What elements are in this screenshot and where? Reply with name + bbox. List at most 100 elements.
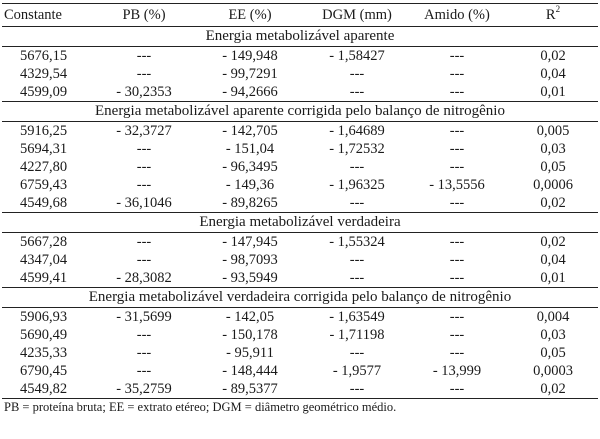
cell-dgm: --- [349,195,365,211]
cell-dgm: --- [349,252,365,268]
cell-r2: 0,03 [540,141,566,157]
cell-amido: --- [449,327,465,343]
regression-table: Constante PB (%) EE (%) DGM (mm) Amido (… [2,3,598,399]
table-row: 6759,43 --- - 149,36 - 1,96325 - 13,5556 0,00… [2,176,598,194]
cell-dgm: --- [349,345,365,361]
cell-pb: - 30,2353 [116,84,172,100]
cell-pb: - 28,3082 [116,270,172,286]
table-row: 5906,93 - 31,5699 - 142,05 - 1,63549 --- 0,00… [2,308,598,327]
cell-ee: - 89,5377 [192,380,308,399]
cell-r2: 0,004 [536,309,570,325]
cell-pb: --- [136,252,152,268]
section-row: Energia metabolizável aparente [2,26,598,47]
cell-r2: 0,01 [540,84,566,100]
cell-amido: - 13,5556 [429,177,485,193]
header-amido: Amido (%) [406,3,508,27]
cell-ee: - 96,3495 [222,159,278,175]
section-row: Energia metabolizável verdadeira [2,212,598,233]
table-row: 5676,15 --- - 149,948 - 1,58427 --- 0,02 [2,47,598,66]
cell-constante: 5694,31 [20,141,68,157]
cell-ee: - 98,7093 [222,252,278,268]
table-row: 4235,33 --- - 95,911 --- --- 0,05 [2,344,598,362]
header-row: Constante PB (%) EE (%) DGM (mm) Amido (… [2,3,598,27]
table-row: 4549,82- 35,2759- 89,5377 --- --- 0,02 [2,380,598,399]
cell-r2: 0,05 [540,345,566,361]
cell-ee: - 95,911 [226,345,274,361]
footnote: PB = proteína bruta; EE = extrato etéreo… [4,400,397,414]
cell-amido: --- [406,380,508,399]
cell-constante: 4235,33 [20,345,68,361]
cell-constante: 5906,93 [20,309,68,325]
cell-amido: --- [449,66,465,82]
table-row: 4549,68 - 36,1046 - 89,8265 --- --- 0,02 [2,194,598,213]
cell-constante: 4549,68 [20,195,68,211]
cell-ee: - 151,04 [225,141,275,157]
table-row: 6790,45 --- - 148,444 - 1,9577 - 13,999 0,000… [2,362,598,380]
cell-constante: 4227,80 [20,159,68,175]
cell-pb: --- [136,48,152,64]
cell-r2: 0,02 [540,234,566,250]
cell-pb: --- [136,177,152,193]
cell-ee: - 149,948 [222,48,278,64]
table-row: 5694,31 --- - 151,04 - 1,72532 --- 0,03 [2,140,598,158]
cell-constante: 6790,45 [20,363,68,379]
cell-amido: --- [449,159,465,175]
header-pb: PB (%) [96,3,192,27]
cell-amido: --- [449,234,465,250]
cell-amido: --- [449,195,465,211]
header-dgm: DGM (mm) [308,3,406,27]
cell-dgm: --- [308,380,406,399]
cell-constante: 4329,54 [20,66,68,82]
cell-amido: --- [449,252,465,268]
cell-ee: - 94,2666 [222,84,278,100]
section-title: Energia metabolizável verdadeira [2,212,598,233]
cell-r2: 0,02 [540,195,566,211]
section-title: Energia metabolizável aparente [2,26,598,47]
cell-ee: - 99,7291 [222,66,278,82]
cell-constante: 5916,25 [20,123,68,139]
cell-dgm: - 1,71198 [329,327,385,343]
cell-pb: --- [136,66,152,82]
cell-amido: --- [449,123,465,139]
cell-constante: 4599,09 [20,84,68,100]
cell-ee: - 150,178 [222,327,278,343]
table-body: Energia metabolizável aparente 5676,15 ---… [2,26,598,399]
cell-r2: 0,02 [508,380,598,399]
cell-amido: - 13,999 [432,363,482,379]
cell-constante: 4549,82 [2,380,96,399]
cell-ee: - 142,705 [222,123,278,139]
section-row: Energia metabolizável aparente corrigida… [2,101,598,122]
table-row: 5690,49 --- - 150,178 - 1,71198 --- 0,03 [2,326,598,344]
cell-pb: --- [136,234,152,250]
cell-ee: - 89,8265 [222,195,278,211]
cell-dgm: --- [349,84,365,100]
cell-r2: 0,05 [540,159,566,175]
cell-constante: 6759,43 [20,177,68,193]
cell-amido: --- [449,345,465,361]
header-r: R [545,7,556,23]
cell-r2: 0,02 [540,48,566,64]
cell-amido: --- [449,84,465,100]
cell-pb: - 36,1046 [116,195,172,211]
cell-pb: - 31,5699 [116,309,172,325]
cell-r2: 0,03 [540,327,566,343]
cell-dgm: - 1,55324 [329,234,385,250]
cell-r2: 0,0003 [533,363,573,379]
cell-pb: --- [136,141,152,157]
table-row: 4599,09 - 30,2353 - 94,2666 --- --- 0,01 [2,83,598,102]
cell-ee: - 147,945 [222,234,278,250]
cell-ee: - 149,36 [225,177,275,193]
cell-constante: 4599,41 [20,270,68,286]
cell-r2: 0,0006 [533,177,573,193]
cell-dgm: - 1,9577 [332,363,382,379]
cell-amido: --- [449,141,465,157]
cell-dgm: - 1,58427 [329,48,385,64]
cell-ee: - 142,05 [225,309,275,325]
header-constante: Constante [2,3,96,27]
header-r-superscript: 2 [555,4,561,14]
cell-constante: 4347,04 [20,252,68,268]
cell-r2: 0,04 [540,66,566,82]
cell-dgm: - 1,63549 [329,309,385,325]
document: Constante PB (%) EE (%) DGM (mm) Amido (… [2,3,598,415]
cell-pb: --- [136,159,152,175]
